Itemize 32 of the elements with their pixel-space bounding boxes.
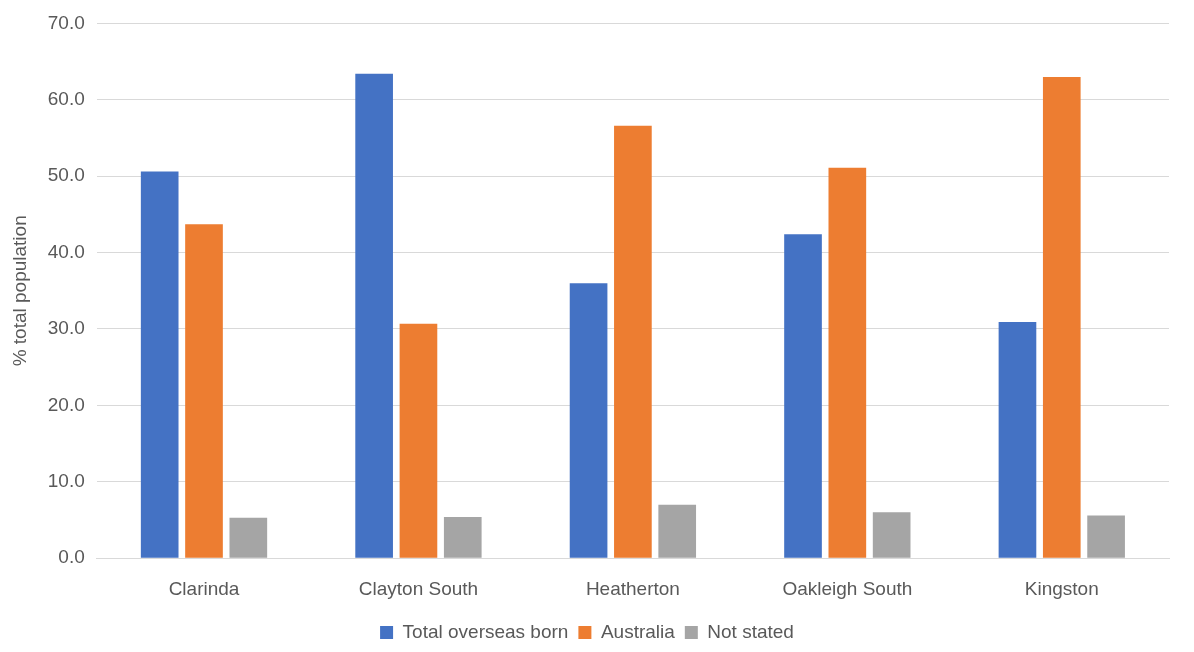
y-tick-label: 60.0 [47, 88, 85, 110]
x-tick-label: Heatherton [585, 577, 680, 599]
bar [784, 234, 822, 558]
legend-label: Australia [600, 620, 676, 642]
y-tick-label: 70.0 [47, 11, 85, 33]
y-tick-label: 40.0 [47, 240, 85, 262]
y-tick-label: 0.0 [58, 546, 85, 568]
bar [569, 283, 608, 558]
bar [399, 323, 438, 558]
y-tick-label: 10.0 [47, 470, 85, 492]
bar [614, 125, 652, 558]
bar [828, 167, 867, 558]
legend-label: Total overseas born [402, 620, 569, 642]
bar [355, 73, 393, 558]
bar [140, 171, 179, 558]
bar [443, 516, 482, 558]
y-axis-title: % total population [8, 215, 30, 367]
x-tick-label: Clayton South [358, 577, 479, 599]
x-tick-label: Oakleigh South [782, 577, 913, 599]
x-tick-label: Kingston [1024, 577, 1099, 599]
y-tick-label: 30.0 [47, 317, 85, 339]
legend-label: Not stated [707, 620, 794, 642]
bar [1087, 515, 1125, 558]
x-tick-label: Clarinda [168, 577, 240, 599]
bar [872, 512, 911, 558]
bar [185, 224, 223, 558]
bar [658, 504, 697, 558]
bar [1042, 76, 1081, 558]
y-tick-label: 50.0 [47, 164, 85, 186]
y-tick-label: 20.0 [47, 393, 85, 415]
bar [229, 517, 268, 558]
bar [998, 322, 1037, 558]
